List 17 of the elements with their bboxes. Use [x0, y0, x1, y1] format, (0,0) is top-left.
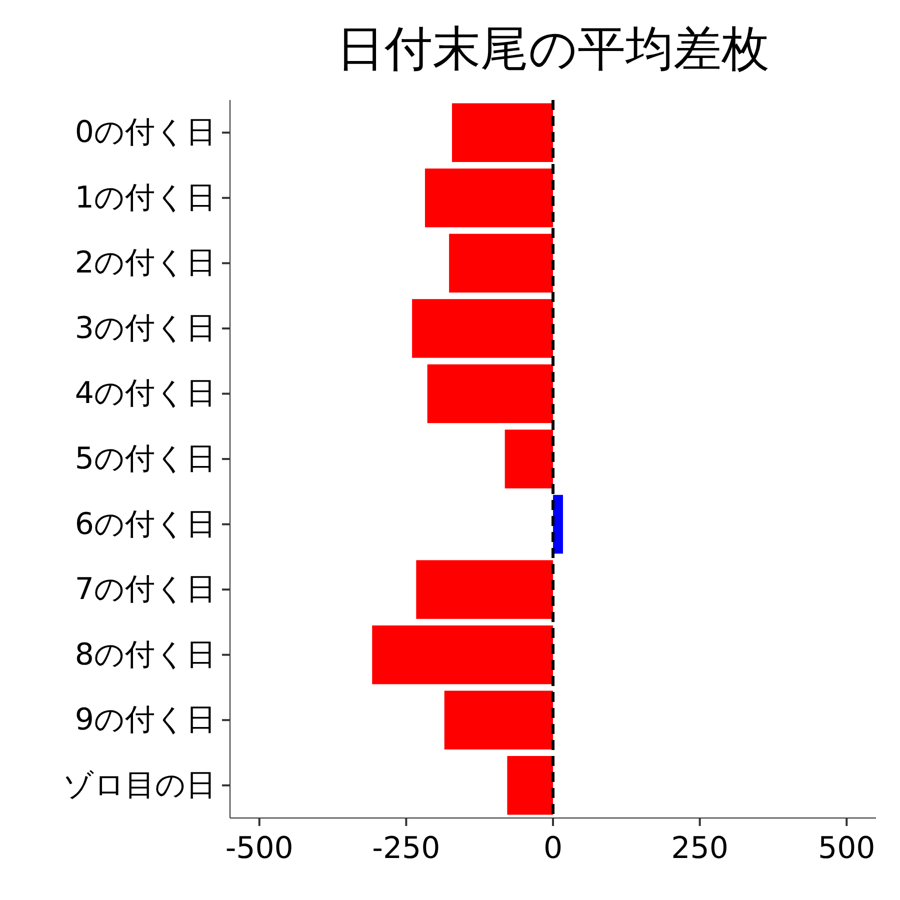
- y-tick-label: 8の付く日: [74, 637, 216, 672]
- y-tick-label: ゾロ目の日: [63, 768, 216, 803]
- y-tick-label: 3の付く日: [74, 310, 216, 346]
- x-tick-label: 250: [671, 831, 728, 866]
- x-tick-label: 500: [818, 831, 876, 866]
- y-tick-label: 7の付く日: [74, 572, 216, 608]
- chart-title: 日付末尾の平均差枚: [336, 21, 770, 77]
- y-tick-label: 2の付く日: [74, 246, 216, 281]
- y-tick-label: 5の付く日: [74, 442, 216, 476]
- x-tick-label: -250: [372, 831, 440, 866]
- y-tick-label: 4の付く日: [74, 376, 216, 412]
- y-tick-label: 9の付く日: [74, 702, 216, 738]
- x-tick-label: 0: [543, 831, 563, 866]
- x-tick-label: -500: [225, 831, 294, 866]
- y-tick-label: 0の付く日: [74, 115, 216, 150]
- y-tick-label: 1の付く日: [74, 180, 216, 216]
- y-tick-label: 6の付く日: [74, 506, 216, 542]
